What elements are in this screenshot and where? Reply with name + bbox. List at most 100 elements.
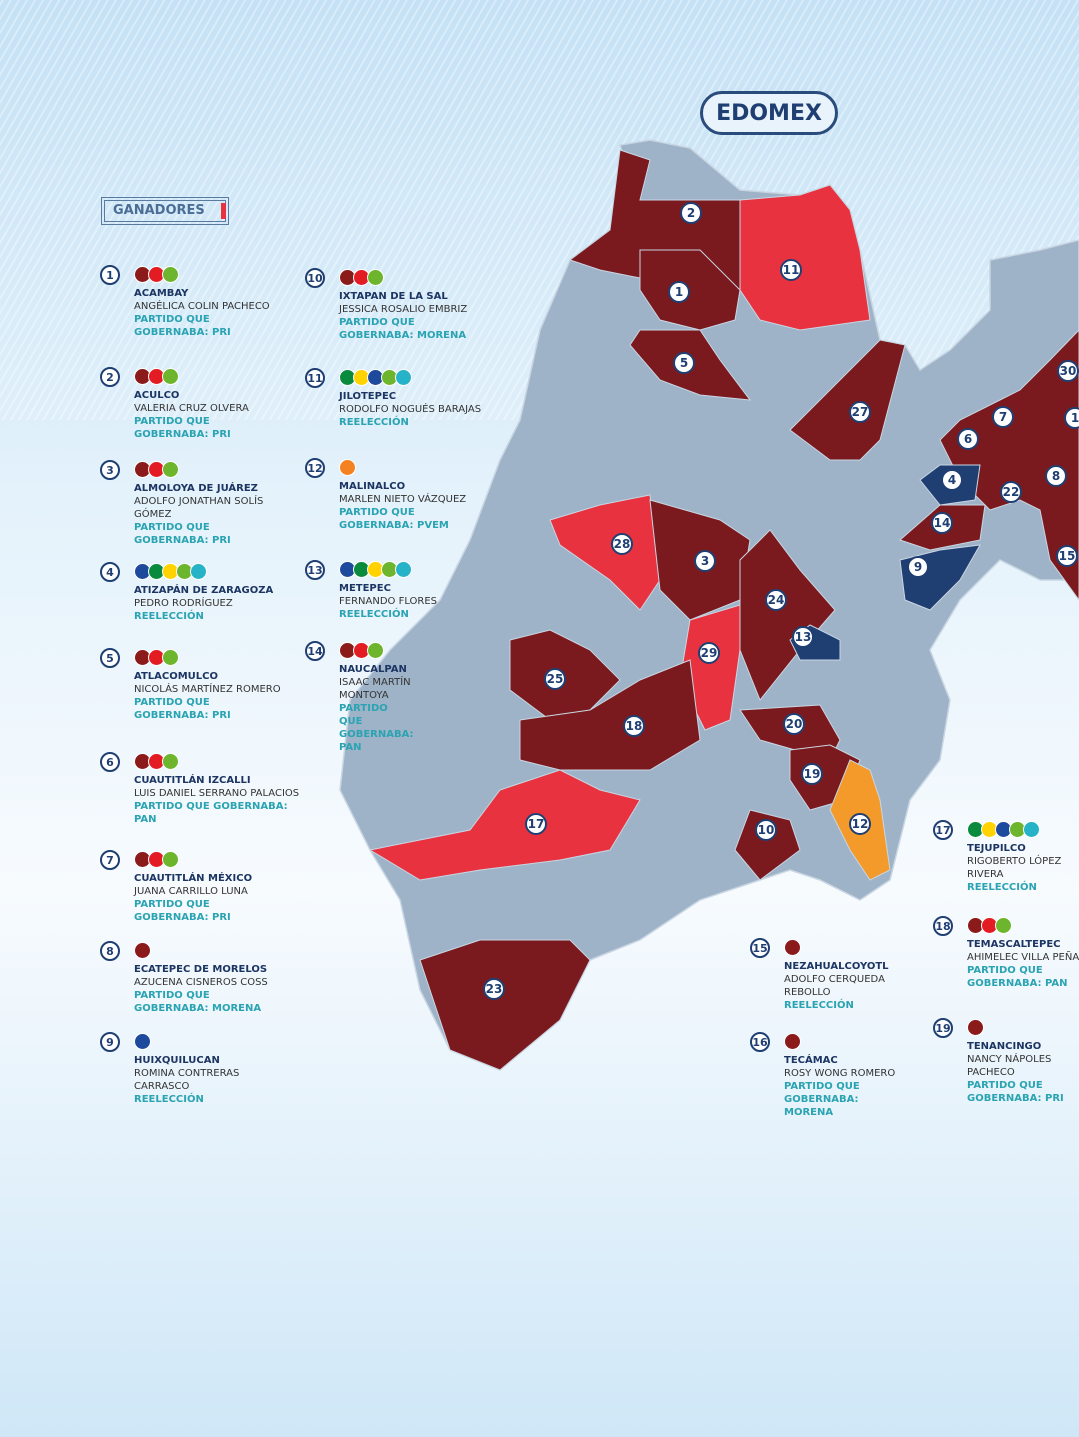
region: [519, 659, 701, 771]
winner-name: NICOLÁS MARTÍNEZ ROMERO: [134, 684, 281, 695]
entry-text: ECATEPEC DE MORELOS AZUCENA CISNEROS COSS…: [134, 963, 284, 1015]
entry-text: TEMASCALTEPEC AHIMELEC VILLA PEÑA PARTIDO …: [967, 938, 1079, 990]
number-badge: 4: [100, 562, 120, 582]
map-label: 17: [525, 813, 547, 835]
entry-text: ACAMBAY ANGÉLICA COLIN PACHECO PARTIDO QUE…: [134, 287, 284, 339]
number-badge: 14: [305, 641, 325, 661]
map-label: 4: [941, 469, 963, 491]
map-label: 2: [680, 202, 702, 224]
municipality: IXTAPAN DE LA SAL: [339, 291, 448, 302]
winner-name: LUIS DANIEL SERRANO PALACIOS: [134, 788, 300, 799]
map-label: 13: [792, 626, 814, 648]
municipality: CUAUTITLÁN IZCALLI: [134, 775, 251, 786]
winner-name: PEDRO RODRÍGUEZ: [134, 598, 233, 609]
party-logos: [134, 1033, 151, 1050]
winner-name: VALERIA CRUZ OLVERA: [134, 403, 249, 414]
party-logos: [339, 369, 412, 386]
map-label: 24: [765, 589, 787, 611]
entry-text: METEPEC FERNANDO FLORES REELECCIÓN: [339, 582, 489, 621]
municipality: ATIZAPÁN DE ZARAGOZA: [134, 585, 274, 596]
status: PARTIDO QUE GOBERNABA: PRI: [967, 1080, 1064, 1104]
region: [939, 329, 1079, 601]
map-label: 29: [698, 642, 720, 664]
party-logo: [784, 939, 801, 956]
party-logos: [134, 563, 207, 580]
number-badge: 6: [100, 752, 120, 772]
status: PARTIDO QUE GOBERNABA: PAN: [134, 801, 288, 825]
map-label: 18: [623, 715, 645, 737]
entry-text: JILOTEPEC RODOLFO NOGUÉS BARAJAS REELECCIÓ…: [339, 390, 489, 429]
status: PARTIDO QUE GOBERNABA: MORENA: [339, 317, 467, 341]
status: REELECCIÓN: [134, 1094, 204, 1105]
number-badge: 19: [933, 1018, 953, 1038]
winner-name: ROSY WONG ROMERO: [784, 1068, 896, 1079]
winner-name: JESSICA ROSALIO EMBRIZ: [339, 304, 468, 315]
entry-text: ACULCO VALERIA CRUZ OLVERA PARTIDO QUE GOB…: [134, 389, 284, 441]
status: PARTIDO QUE GOBERNABA: PRI: [134, 899, 231, 923]
winner-name: ANGÉLICA COLIN PACHECO: [134, 301, 270, 312]
number-badge: 7: [100, 850, 120, 870]
region: [739, 184, 871, 331]
status: PARTIDO QUE GOBERNABA: PRI: [134, 697, 231, 721]
map-label: 9: [907, 556, 929, 578]
party-logos: [134, 942, 151, 959]
status: PARTIDO QUE GOBERNABA: MORENA: [784, 1081, 860, 1118]
map-label: 5: [673, 352, 695, 374]
municipality: TEJUPILCO: [967, 843, 1026, 854]
status: PARTIDO QUE GOBERNABA: PVEM: [339, 507, 449, 531]
number-badge: 11: [305, 368, 325, 388]
party-logo: [995, 917, 1012, 934]
map-label: 1: [1064, 407, 1079, 429]
party-logo: [162, 753, 179, 770]
map-label: 22: [1000, 481, 1022, 503]
number-badge: 16: [750, 1032, 770, 1052]
party-logo: [784, 1033, 801, 1050]
entry-text: TECÁMAC ROSY WONG ROMERO PARTIDO QUE GOBER…: [784, 1054, 904, 1119]
party-logo: [162, 461, 179, 478]
municipality: ATLACOMULCO: [134, 671, 219, 682]
party-logos: [339, 459, 356, 476]
status: REELECCIÓN: [967, 882, 1037, 893]
municipality: MALINALCO: [339, 481, 406, 492]
region: [419, 939, 591, 1071]
map-label: 11: [780, 259, 802, 281]
party-logo: [162, 266, 179, 283]
number-badge: 10: [305, 268, 325, 288]
party-logo: [162, 851, 179, 868]
entry-text: ATLACOMULCO NICOLÁS MARTÍNEZ ROMERO PARTID…: [134, 670, 284, 722]
party-logos: [967, 917, 1012, 934]
status: REELECCIÓN: [339, 417, 409, 428]
accent: [221, 203, 226, 219]
entry-text: IXTAPAN DE LA SAL JESSICA ROSALIO EMBRIZ P…: [339, 290, 489, 342]
map-label: 27: [849, 401, 871, 423]
entry-text: CUAUTITLÁN IZCALLI LUIS DANIEL SERRANO PA…: [134, 774, 304, 826]
region: [549, 494, 661, 611]
map-label: 1: [668, 281, 690, 303]
party-logos: [134, 753, 179, 770]
map-label: 28: [611, 533, 633, 555]
municipality: JILOTEPEC: [339, 391, 397, 402]
status: PARTIDO QUE GOBERNABA: PAN: [339, 703, 414, 753]
map-label: 10: [755, 819, 777, 841]
entry-text: NEZAHUALCOYOTL ADOLFO CERQUEDA REBOLLO REE…: [784, 960, 894, 1012]
number-badge: 1: [100, 265, 120, 285]
winner-name: RODOLFO NOGUÉS BARAJAS: [339, 404, 482, 415]
municipality: ACAMBAY: [134, 288, 189, 299]
party-logos: [134, 368, 179, 385]
map-label: 15: [1056, 545, 1078, 567]
status: REELECCIÓN: [134, 611, 204, 622]
winner-name: JUANA CARRILLO LUNA: [134, 886, 248, 897]
winner-name: MARLEN NIETO VÁZQUEZ: [339, 494, 467, 505]
winner-name: ROMINA CONTRERAS CARRASCO: [134, 1068, 240, 1092]
map-label: 25: [544, 668, 566, 690]
entry-text: CUAUTITLÁN MÉXICO JUANA CARRILLO LUNA PART…: [134, 872, 284, 924]
map-label: 14: [931, 512, 953, 534]
status: PARTIDO QUE GOBERNABA: MORENA: [134, 990, 262, 1014]
map-label: 6: [957, 428, 979, 450]
party-logo: [339, 459, 356, 476]
number-badge: 15: [750, 938, 770, 958]
winner-name: AZUCENA CISNEROS COSS: [134, 977, 268, 988]
party-logo: [134, 1033, 151, 1050]
